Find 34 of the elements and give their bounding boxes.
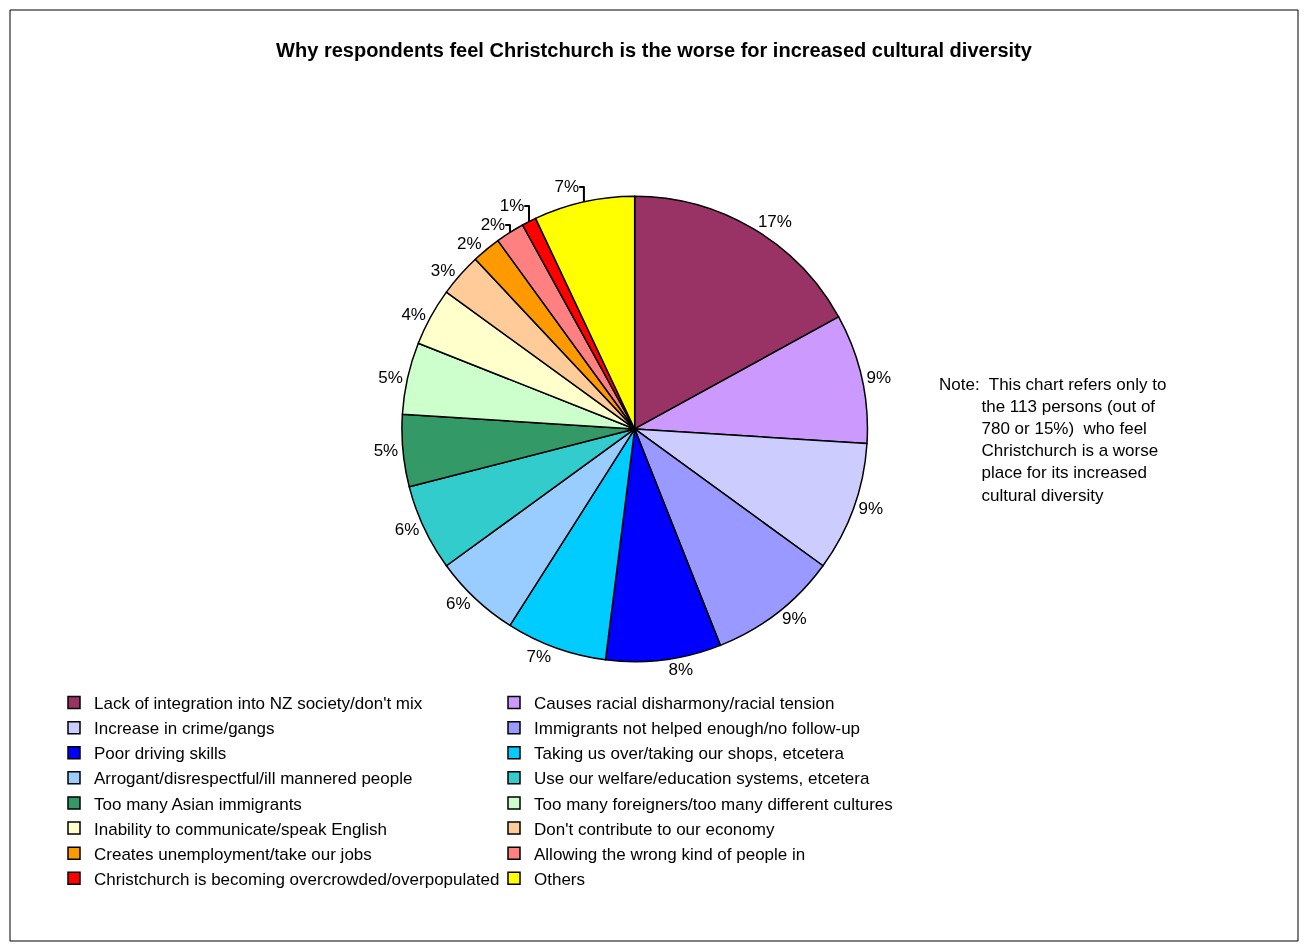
data-label: 6% — [446, 594, 471, 614]
data-label: 8% — [668, 659, 694, 679]
legend-label: Creates unemployment/take our jobs — [94, 844, 372, 864]
data-label: 2% — [480, 215, 506, 235]
legend-label: Too many foreigners/too many different cultures — [534, 794, 893, 814]
legend-label: Too many Asian immigrants — [94, 794, 302, 814]
data-label: 5% — [378, 368, 403, 388]
data-label: 1% — [499, 196, 525, 216]
data-label: 5% — [373, 441, 399, 461]
legend-label: Arrogant/disrespectful/ill mannered people — [94, 769, 413, 789]
data-label: 2% — [456, 234, 482, 254]
data-label: 6% — [394, 520, 420, 540]
legend-label: Immigrants not helped enough/no follow-up — [534, 719, 861, 739]
chart-title: Why respondents feel Christchurch is the worse for increased cultural diversity — [276, 38, 1033, 61]
legend-label: Use our welfare/education systems, etcetera — [534, 769, 870, 789]
legend-label: Taking us over/taking our shops, etcetera — [534, 744, 845, 764]
data-label: 4% — [401, 305, 426, 325]
data-label: 9% — [858, 499, 883, 519]
data-label: 7% — [526, 646, 552, 666]
data-label: 3% — [430, 261, 456, 281]
text: Note: This chart refers only to the 113 persons (out of 780 or 15%) who feel Christchurch is a worse place for its increased cultural diversity — [939, 375, 1167, 505]
legend-label: Christchurch is becoming overcrowded/overpopulated — [94, 869, 500, 889]
legend-label: Others — [534, 869, 586, 889]
legend-label: Increase in crime/gangs — [94, 719, 275, 739]
data-label: 9% — [866, 368, 892, 388]
legend-label: Causes racial disharmony/racial tension — [534, 694, 835, 714]
legend-label: Inability to communicate/speak English — [94, 819, 387, 839]
legend-label: Lack of integration into NZ society/don't mix — [94, 694, 423, 714]
legend-label: Allowing the wrong kind of people in — [534, 844, 806, 864]
legend-label: Poor driving skills — [94, 744, 227, 764]
data-label: 9% — [782, 609, 807, 629]
data-label: 17% — [757, 212, 792, 232]
legend-label: Don't contribute to our economy — [534, 819, 775, 839]
data-label: 7% — [554, 177, 580, 197]
